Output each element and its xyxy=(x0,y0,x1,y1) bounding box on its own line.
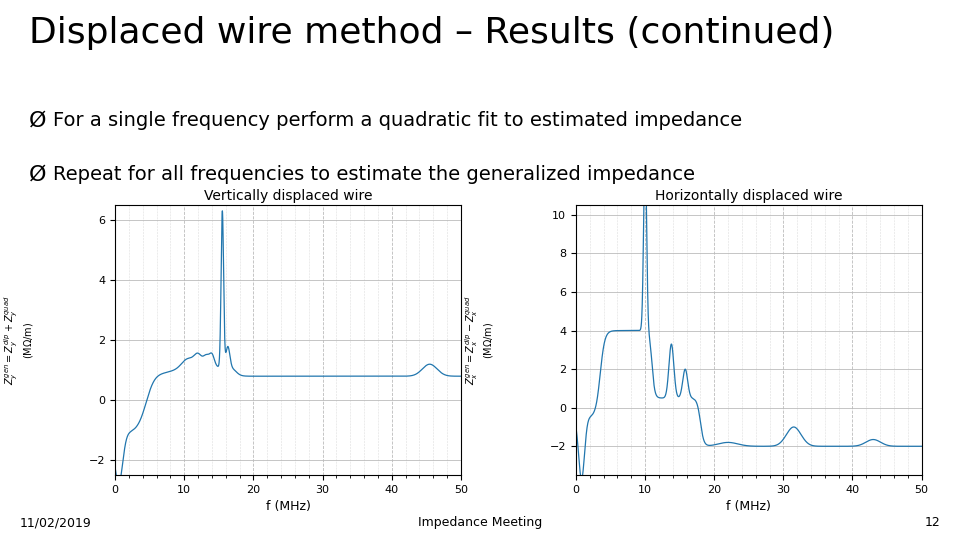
Title: Horizontally displaced wire: Horizontally displaced wire xyxy=(655,188,843,202)
Text: For a single frequency perform a quadratic fit to estimated impedance: For a single frequency perform a quadrat… xyxy=(53,111,742,130)
Text: Ø: Ø xyxy=(29,111,46,131)
Text: Ø: Ø xyxy=(29,165,46,185)
Text: $Z_y^{gen}=Z_y^{dip}+Z_y^{quad}$
(M$\Omega$/m): $Z_y^{gen}=Z_y^{dip}+Z_y^{quad}$ (M$\Ome… xyxy=(2,295,35,385)
Text: Displaced wire method – Results (continued): Displaced wire method – Results (continu… xyxy=(29,16,834,50)
Text: Repeat for all frequencies to estimate the generalized impedance: Repeat for all frequencies to estimate t… xyxy=(53,165,695,184)
Text: 11/02/2019: 11/02/2019 xyxy=(19,516,91,529)
Text: 12: 12 xyxy=(925,516,941,529)
Title: Vertically displaced wire: Vertically displaced wire xyxy=(204,188,372,202)
X-axis label: f (MHz): f (MHz) xyxy=(727,501,771,514)
X-axis label: f (MHz): f (MHz) xyxy=(266,501,310,514)
Text: $Z_x^{gen}=Z_x^{dip}-Z_x^{quad}$
(M$\Omega$/m): $Z_x^{gen}=Z_x^{dip}-Z_x^{quad}$ (M$\Ome… xyxy=(464,295,495,385)
Text: Impedance Meeting: Impedance Meeting xyxy=(418,516,542,529)
